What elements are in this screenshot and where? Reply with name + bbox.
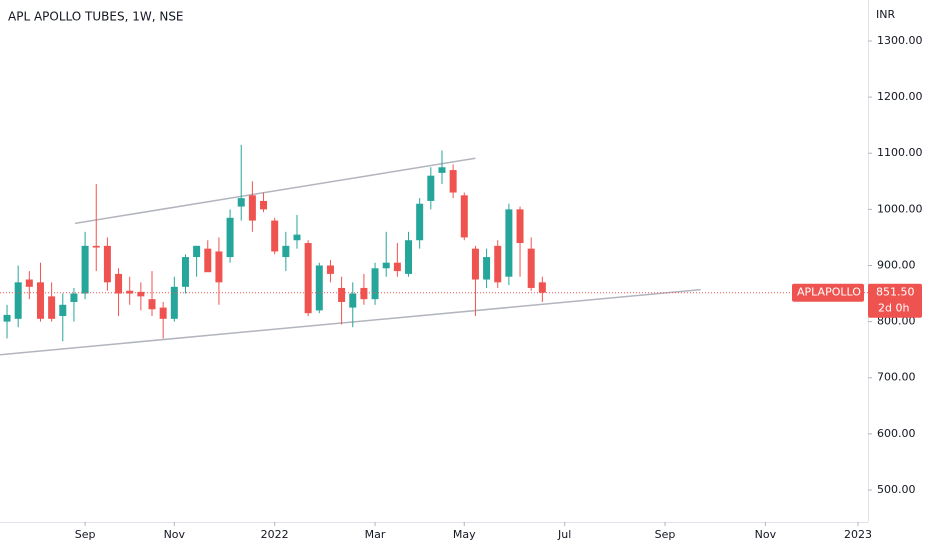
candle-body	[405, 240, 413, 274]
candle-body	[126, 290, 134, 294]
candle-body	[260, 200, 268, 210]
candle-body	[115, 273, 123, 294]
candle-body	[36, 282, 44, 319]
candle-body	[248, 195, 256, 221]
candle-body	[14, 282, 22, 319]
candle-body	[315, 265, 323, 311]
currency-label: INR	[876, 8, 895, 21]
y-tick-label: 1000.00	[877, 202, 923, 215]
candle-body	[282, 245, 290, 258]
y-tick-label: 600.00	[877, 427, 916, 440]
x-tick-label: Sep	[75, 528, 96, 541]
y-tick-label: 1300.00	[877, 34, 923, 47]
candle-body	[181, 257, 189, 287]
candle-body	[204, 248, 212, 273]
candle-body	[3, 314, 11, 322]
y-tick-label: 900.00	[877, 258, 916, 271]
candle-body	[416, 203, 424, 241]
candle-body	[393, 262, 401, 272]
y-tick-label: 700.00	[877, 371, 916, 384]
candle-body	[471, 248, 479, 280]
symbol-tag	[792, 283, 864, 302]
candle-body	[438, 167, 446, 173]
candle-body	[237, 198, 245, 207]
candle-body	[271, 220, 279, 252]
candle-body	[494, 245, 502, 283]
x-tick-label: 2023	[844, 528, 872, 541]
candle-body	[70, 293, 78, 302]
candle-body	[59, 304, 67, 317]
candle-body	[483, 257, 491, 280]
candle-body	[304, 243, 312, 314]
candle-body	[538, 282, 546, 293]
x-tick-label: Jul	[557, 528, 571, 541]
candle-body	[371, 268, 379, 300]
candle-body	[137, 291, 145, 297]
y-tick-label: 800.00	[877, 315, 916, 328]
candle-body	[460, 195, 468, 238]
x-tick-label: Nov	[755, 528, 777, 541]
last-price-label: 851.50	[876, 286, 915, 299]
candle-body	[215, 251, 223, 283]
candle-body	[427, 175, 435, 201]
candle-body	[382, 262, 390, 269]
y-tick-label: 1200.00	[877, 90, 923, 103]
candle-body	[360, 287, 368, 300]
candle-body	[449, 170, 457, 193]
price-tag	[868, 283, 922, 318]
candle-body	[516, 209, 524, 244]
candle-body	[159, 307, 167, 319]
candle-body	[349, 293, 357, 308]
x-tick-label: Sep	[655, 528, 676, 541]
candle-body	[527, 248, 535, 288]
candle-body	[103, 245, 111, 283]
candle-body	[193, 245, 201, 258]
candle-body	[338, 287, 346, 302]
candle-body	[148, 299, 156, 310]
candle-body	[48, 296, 56, 319]
candle-body	[505, 209, 513, 277]
y-tick-label: 1100.00	[877, 146, 923, 159]
candle-body	[226, 217, 234, 258]
y-tick-label: 500.00	[877, 483, 916, 496]
x-tick-label: Mar	[365, 528, 386, 541]
x-tick-label: 2022	[261, 528, 289, 541]
x-tick-label: May	[453, 528, 476, 541]
countdown-label: 2d 0h	[878, 302, 909, 315]
x-tick-label: Nov	[164, 528, 186, 541]
candle-body	[25, 279, 33, 287]
candle-body	[92, 245, 100, 248]
trend-line	[0, 288, 701, 356]
symbol-label: APLAPOLLO	[797, 286, 861, 299]
candle-body	[326, 265, 334, 274]
candle-body	[81, 245, 89, 294]
candle-body	[170, 286, 178, 319]
candle-body	[293, 234, 301, 241]
chart-title: APL APOLLO TUBES, 1W, NSE	[8, 10, 184, 24]
trend-line	[74, 157, 476, 225]
